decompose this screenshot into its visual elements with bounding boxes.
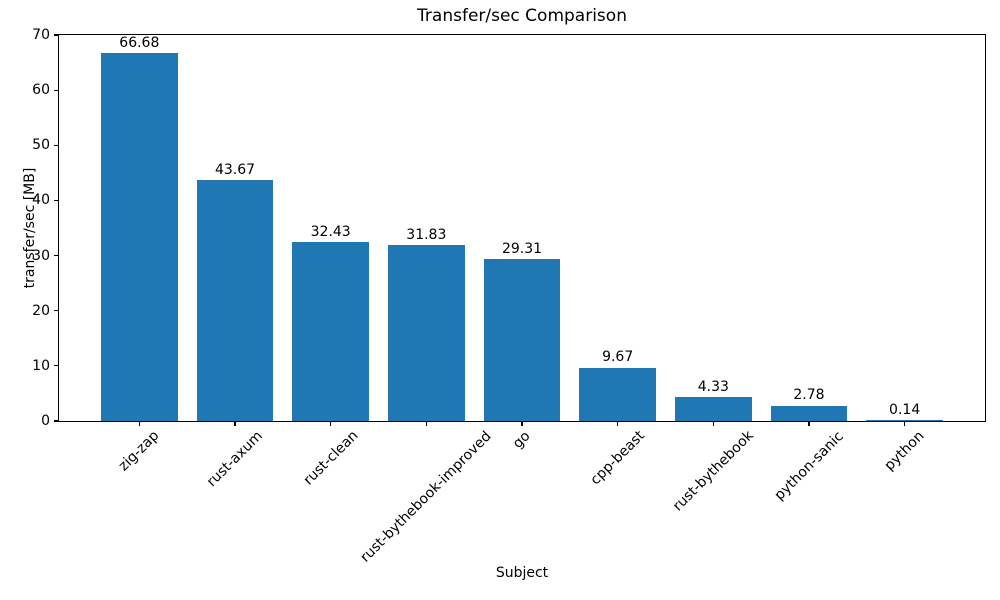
- bar-value-label: 29.31: [501, 241, 543, 257]
- y-tick-label: 10: [32, 357, 50, 374]
- bar: [292, 242, 369, 421]
- chart-title: Transfer/sec Comparison: [417, 6, 627, 26]
- bar: [866, 420, 943, 421]
- y-tick-label: 20: [32, 302, 50, 319]
- bar-value-label: 9.67: [602, 349, 634, 366]
- x-tick-label: rust-bythebook: [669, 427, 757, 515]
- bar-value-label: 0.14: [889, 401, 921, 418]
- x-tick-label: rust-bythebook-improved: [357, 427, 495, 566]
- bar-value-label: 2.78: [793, 387, 825, 404]
- bar: [196, 180, 274, 421]
- bar: [388, 245, 465, 421]
- y-tick-mark: [54, 310, 58, 312]
- x-tick-mark: [808, 422, 810, 426]
- x-tick-mark: [521, 422, 523, 426]
- bar-value-label: 32.43: [310, 223, 351, 240]
- x-tick-mark: [234, 422, 236, 426]
- bar: [483, 259, 561, 421]
- x-tick-mark: [138, 422, 140, 426]
- bar: [101, 53, 178, 421]
- x-tick-mark: [330, 422, 332, 426]
- y-tick-mark: [54, 365, 58, 367]
- y-tick-label: 50: [32, 137, 50, 154]
- x-tick-label: cpp-beast: [587, 427, 648, 489]
- x-tick-mark: [617, 422, 619, 426]
- y-tick-mark: [54, 34, 58, 36]
- y-tick-mark: [54, 254, 58, 257]
- bar: [579, 367, 656, 421]
- y-tick-label: 30: [32, 247, 50, 264]
- y-tick-mark: [54, 144, 58, 146]
- y-tick-label: 60: [32, 82, 50, 99]
- x-tick-mark: [425, 422, 427, 426]
- y-axis-label: transfer/sec [MB]: [22, 167, 38, 289]
- x-tick-label: rust-axum: [203, 427, 267, 491]
- x-tick-mark: [712, 422, 714, 426]
- y-tick-label: 70: [32, 27, 50, 43]
- x-tick-label: rust-clean: [300, 427, 362, 489]
- bar: [675, 397, 752, 421]
- bar-value-label: 43.67: [214, 161, 256, 178]
- x-tick-label: python: [881, 427, 928, 474]
- bar-value-label: 66.68: [119, 34, 160, 51]
- x-tick-label: python-sanic: [771, 427, 847, 504]
- y-tick-mark: [54, 89, 58, 91]
- bar-value-label: 31.83: [406, 227, 447, 244]
- plot-area: 66.68 43.67 32.43 31.83 29.31 9.67 4.33 2.78 0.1…: [32, 27, 986, 565]
- bar-value-label: 4.33: [697, 378, 729, 395]
- x-axis-label: Subject: [495, 565, 549, 581]
- y-tick-label: 0: [41, 413, 50, 429]
- y-tick-label: 40: [32, 192, 50, 209]
- x-tick-mark: [904, 422, 906, 426]
- y-tick-mark: [54, 420, 58, 422]
- x-tick-label: go: [510, 427, 534, 452]
- x-tick-label: zig-zap: [116, 427, 163, 475]
- y-tick-mark: [54, 199, 58, 202]
- bar: [770, 405, 848, 421]
